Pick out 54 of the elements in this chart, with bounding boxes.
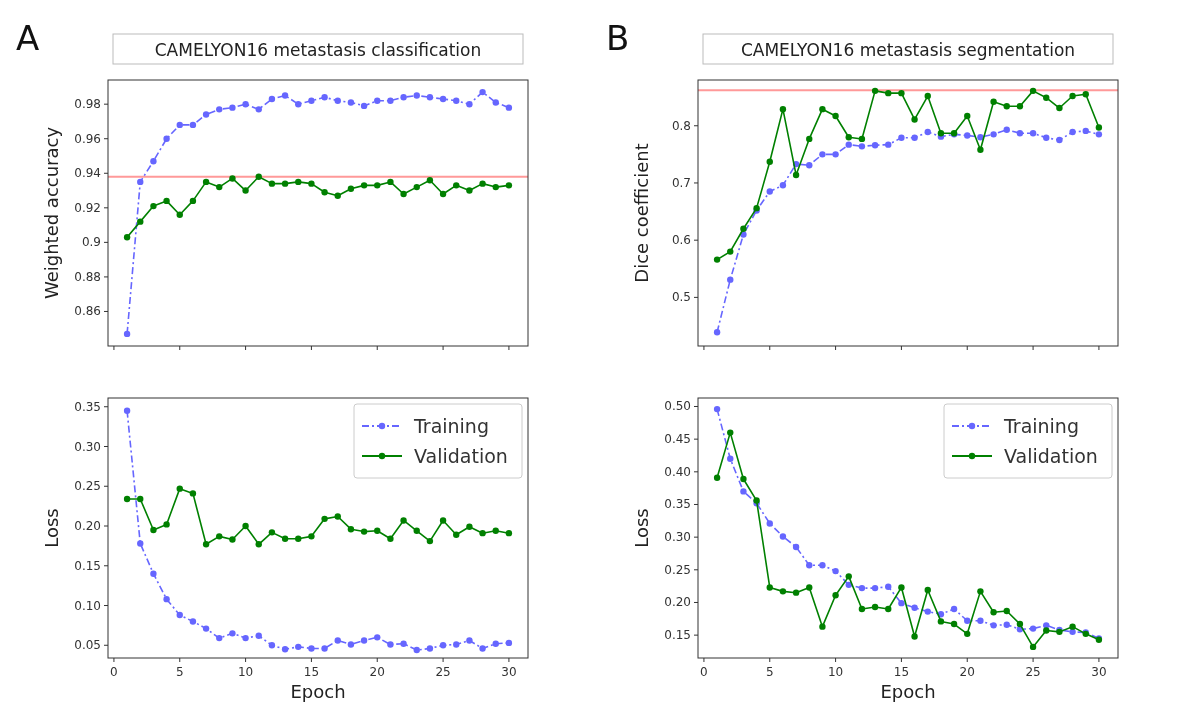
legend-label: Training (413, 415, 489, 437)
y-tick-label: 0.50 (664, 399, 691, 414)
x-tick-label: 5 (765, 665, 774, 679)
legend-label: Training (1003, 415, 1079, 437)
y-tick-label: 0.6 (671, 233, 691, 248)
y-tick-label: 0.88 (74, 269, 101, 284)
y-tick-label: 0.40 (664, 464, 691, 479)
y-tick-label: 0.15 (74, 558, 101, 573)
text: A (16, 18, 40, 58)
x-tick-label: 0 (110, 665, 118, 679)
text: B (606, 18, 630, 58)
x-tick-label: 30 (501, 665, 517, 679)
x-tick-label: 20 (369, 665, 385, 679)
x-tick-label: 15 (303, 665, 320, 679)
y-tick-label: 0.45 (664, 432, 691, 447)
y-tick-label: 0.20 (664, 595, 691, 610)
y-tick-label: 0.30 (664, 530, 691, 545)
x-tick-label: 10 (827, 665, 844, 679)
y-tick-label: 0.15 (664, 628, 691, 643)
x-axis-title: Epoch (880, 681, 936, 702)
y-tick-label: 0.25 (664, 562, 691, 577)
x-tick-label: 5 (175, 665, 184, 679)
y-tick-label: 0.9 (81, 235, 101, 250)
y-tick-label: 0.7 (671, 175, 691, 190)
y-axis-title: Dice coefficient (631, 143, 652, 283)
y-axis-title: Loss (631, 508, 652, 548)
x-tick-label: 10 (237, 665, 254, 679)
y-tick-label: 0.20 (74, 519, 101, 534)
y-tick-label: 0.35 (74, 399, 101, 414)
y-tick-label: 0.35 (664, 497, 691, 512)
y-tick-label: 0.96 (74, 131, 101, 146)
legend-label: Validation (414, 445, 508, 467)
x-tick-label: 25 (435, 665, 451, 679)
chart-title: CAMELYON16 metastasis classification (154, 40, 482, 60)
x-axis-title: Epoch (290, 681, 346, 702)
y-tick-label: 0.92 (74, 200, 101, 215)
y-tick-label: 0.10 (74, 598, 101, 613)
x-tick-label: 25 (1025, 665, 1041, 679)
x-tick-label: 15 (893, 665, 910, 679)
y-axis-title: Loss (41, 508, 62, 548)
y-tick-label: 0.30 (74, 439, 101, 454)
y-tick-label: 0.94 (74, 166, 101, 181)
y-tick-label: 0.5 (671, 290, 691, 305)
x-tick-label: 0 (700, 665, 708, 679)
legend-label: Validation (1004, 445, 1098, 467)
y-tick-label: 0.98 (74, 97, 101, 112)
y-tick-label: 0.05 (74, 638, 101, 653)
y-axis-title: Weighted accuracy (41, 126, 62, 300)
x-tick-label: 30 (1091, 665, 1107, 679)
chart-title: CAMELYON16 metastasis segmentation (740, 40, 1076, 60)
y-tick-label: 0.86 (74, 304, 101, 319)
y-tick-label: 0.8 (671, 118, 691, 133)
y-tick-label: 0.25 (74, 479, 101, 494)
x-tick-label: 20 (959, 665, 975, 679)
